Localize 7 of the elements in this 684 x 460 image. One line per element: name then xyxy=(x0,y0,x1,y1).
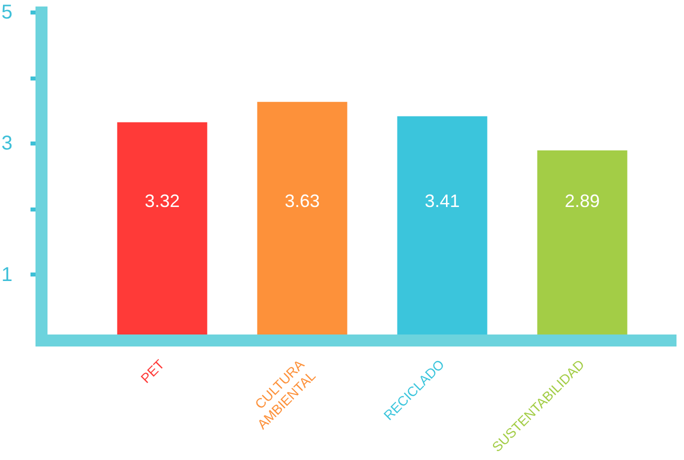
y-tick-label: 1 xyxy=(1,264,12,286)
y-tick-label: 5 xyxy=(1,2,12,24)
y-tick-label: 3 xyxy=(1,132,12,155)
data-label: 2.89 xyxy=(564,191,600,211)
data-label: 3.32 xyxy=(144,191,180,211)
data-label: 3.63 xyxy=(284,191,320,211)
data-label: 3.41 xyxy=(424,191,460,211)
